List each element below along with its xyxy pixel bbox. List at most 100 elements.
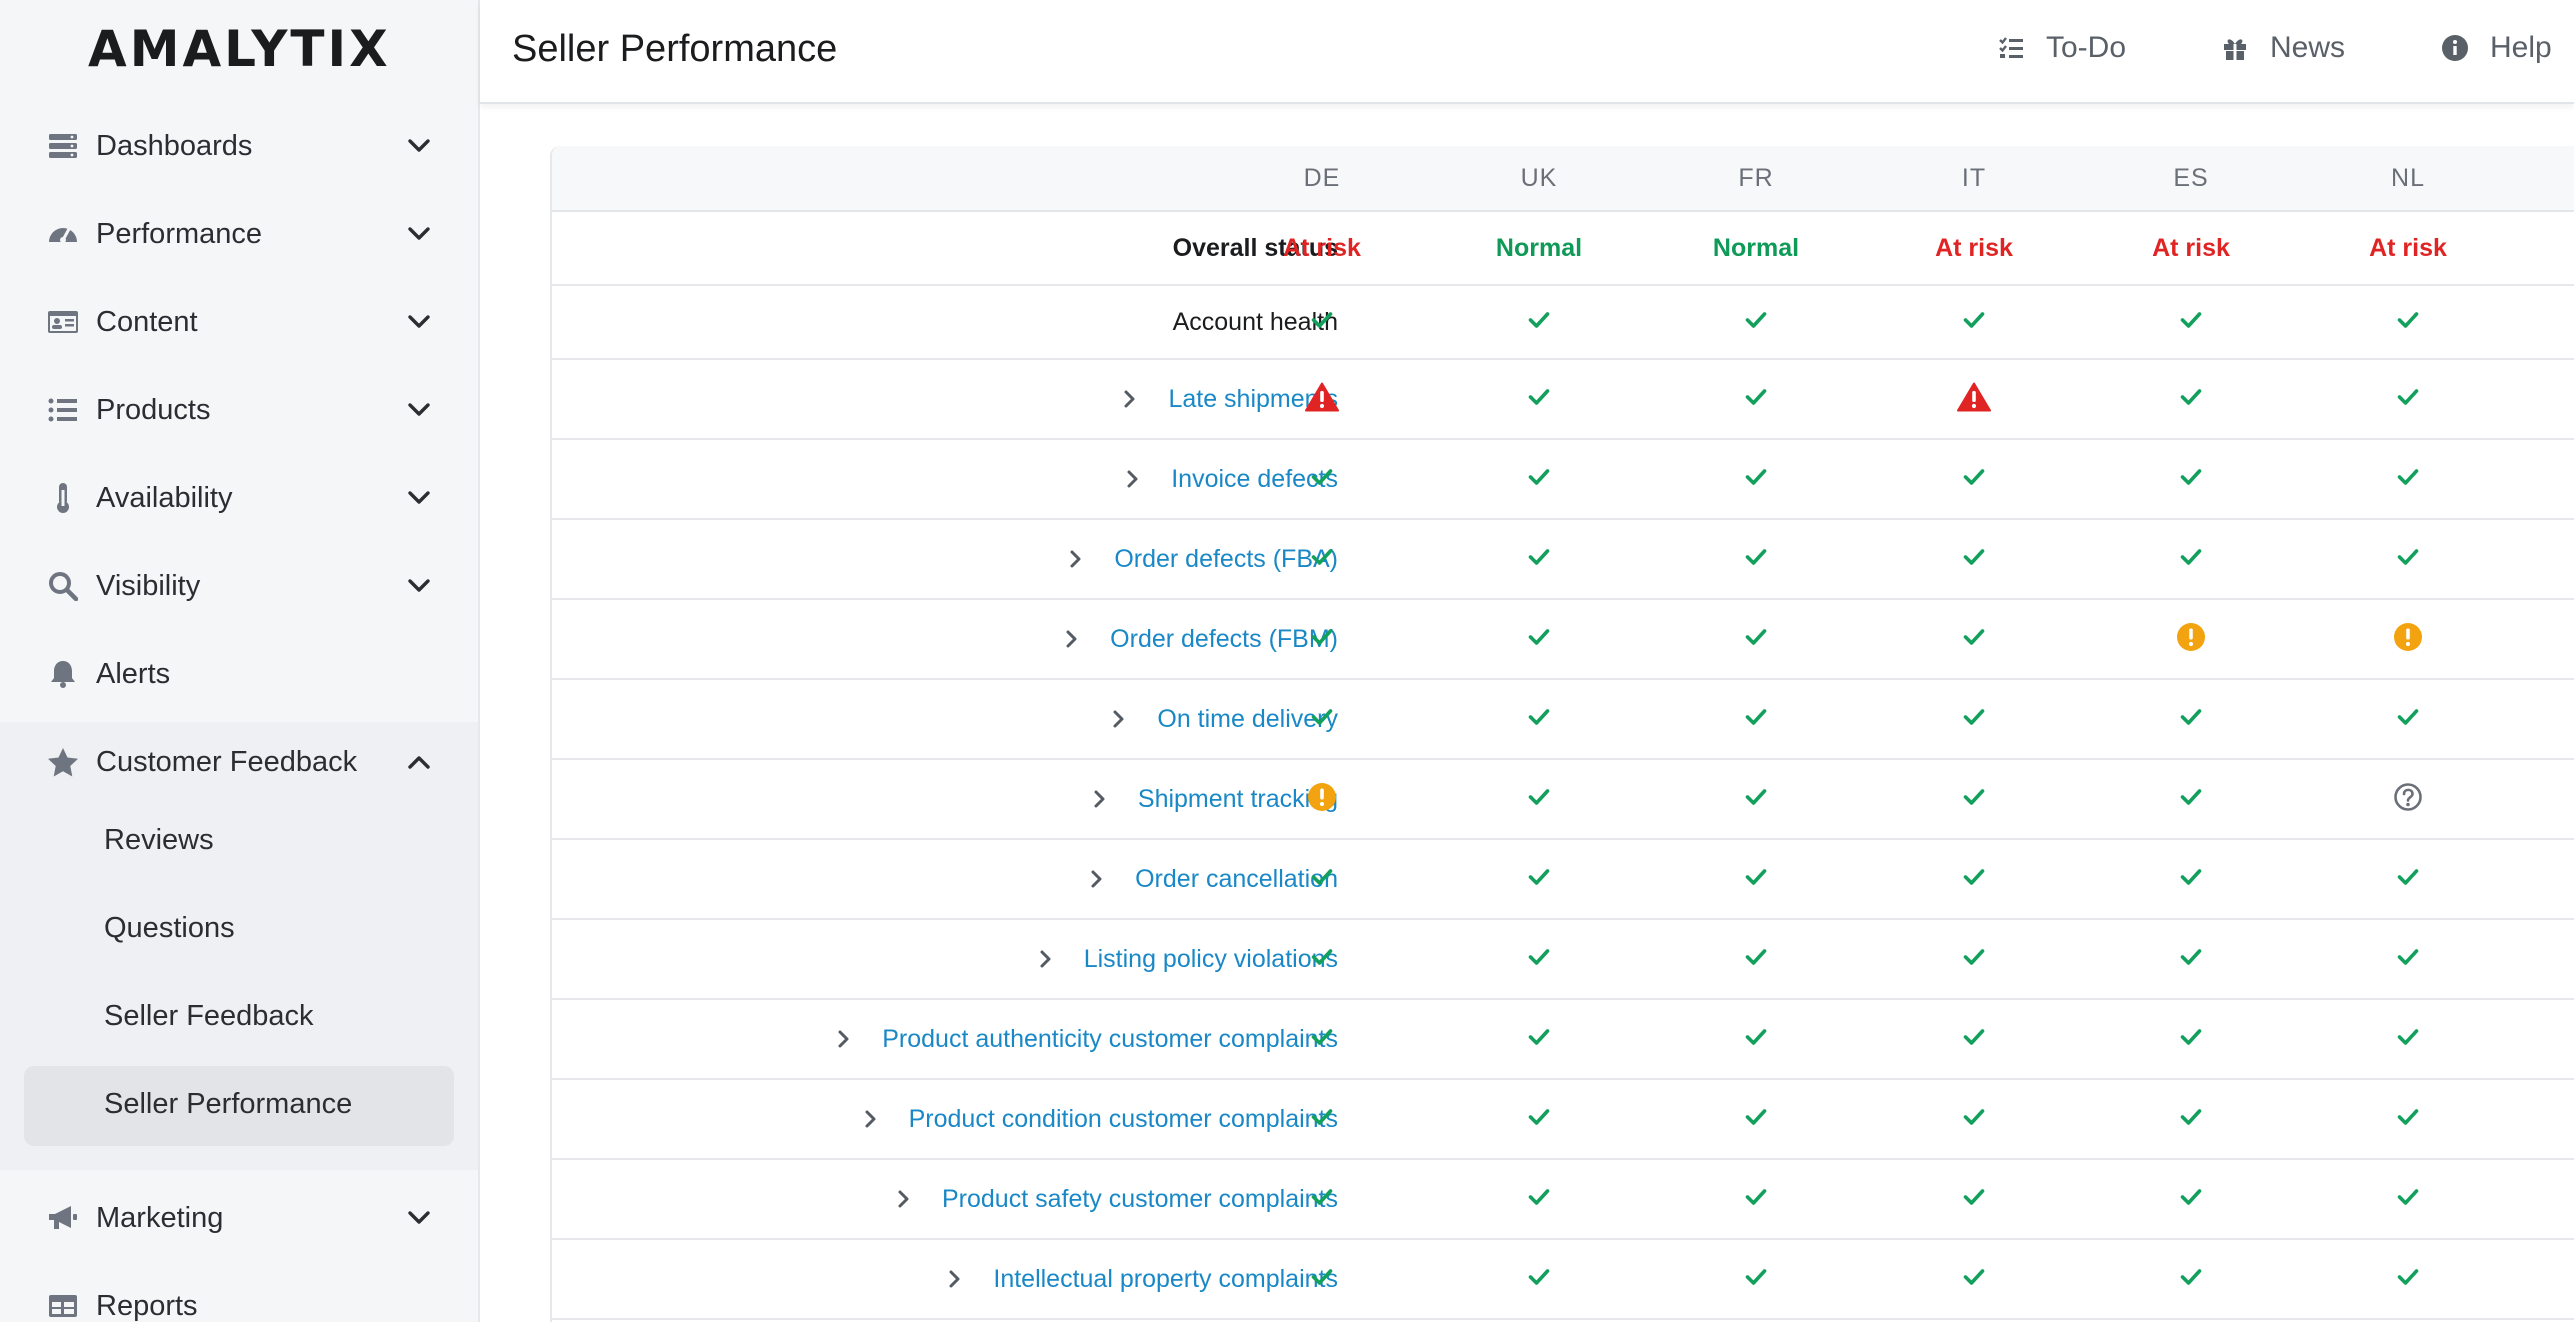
sidebar-subitem-seller-performance[interactable]: Seller Performance — [24, 1066, 454, 1146]
star-icon — [46, 745, 80, 779]
row-label[interactable]: Intellectual property complaints — [945, 1240, 1338, 1318]
row-label[interactable]: Product condition customer complaints — [861, 1080, 1338, 1158]
metric-order-cancellation[interactable]: Order cancellation — [1135, 864, 1338, 893]
chevron-up-icon[interactable] — [402, 745, 436, 779]
status-cell[interactable] — [1242, 760, 1402, 838]
sidebar-item-alerts[interactable]: Alerts — [0, 630, 478, 718]
metric-product-condition-customer-complaints[interactable]: Product condition customer complaints — [908, 1104, 1338, 1133]
metric-invoice-defects[interactable]: Invoice defects — [1171, 464, 1338, 493]
sidebar-item-label: Visibility — [96, 569, 201, 602]
chevron-right-icon[interactable] — [945, 1269, 965, 1289]
sidebar-subitem-reviews[interactable]: Reviews — [24, 802, 454, 882]
sidebar-item-performance[interactable]: Performance — [0, 190, 478, 278]
chevron-right-icon[interactable] — [1066, 549, 1086, 569]
chevron-down-icon[interactable] — [402, 481, 436, 515]
row-label[interactable]: Shipment tracking — [1090, 760, 1338, 838]
chevron-right-icon[interactable] — [1036, 949, 1056, 969]
chevron-down-icon[interactable] — [402, 305, 436, 339]
status-cell[interactable] — [2328, 760, 2488, 838]
sidebar-item-label: Customer Feedback — [96, 745, 358, 778]
chevron-down-icon[interactable] — [402, 569, 436, 603]
chevron-right-icon[interactable] — [834, 1029, 854, 1049]
row-label[interactable]: Invoice defects — [1123, 440, 1338, 518]
chevron-right-icon[interactable] — [1120, 389, 1140, 409]
sidebar-subitem-questions[interactable]: Questions — [24, 890, 454, 970]
check-icon — [1528, 311, 1550, 334]
metric-listing-policy-violations[interactable]: Listing policy violations — [1083, 944, 1338, 973]
table-row: Product condition customer complaints — [552, 1080, 2574, 1160]
status-cell — [2328, 920, 2488, 998]
chevron-right-icon[interactable] — [1062, 629, 1082, 649]
chevron-right-icon[interactable] — [1109, 709, 1129, 729]
help-link[interactable]: Help — [2440, 28, 2552, 68]
info-icon — [2440, 33, 2470, 63]
status-badge: Normal — [1495, 233, 1583, 262]
check-icon — [2180, 708, 2202, 731]
status-cell[interactable] — [1242, 360, 1402, 438]
column-header-es[interactable]: ES — [2173, 164, 2209, 192]
check-icon — [1528, 788, 1550, 811]
sidebar-item-content[interactable]: Content — [0, 278, 478, 366]
check-icon — [2180, 548, 2202, 571]
chevron-down-icon[interactable] — [402, 393, 436, 427]
sidebar-subitem-seller-feedback[interactable]: Seller Feedback — [24, 978, 454, 1058]
column-header-nl[interactable]: NL — [2391, 164, 2425, 192]
check-icon — [1963, 1188, 1985, 1211]
metric-order-defects-fba[interactable]: Order defects (FBA) — [1114, 544, 1338, 573]
status-cell[interactable] — [2328, 600, 2488, 678]
thermometer-icon — [46, 481, 80, 515]
column-header-de[interactable]: DE — [1303, 164, 1341, 192]
news-link[interactable]: News — [2220, 28, 2345, 68]
sidebar-item-dashboards[interactable]: Dashboards — [0, 102, 478, 190]
check-icon — [2180, 1268, 2202, 1291]
status-cell — [1894, 1240, 2054, 1318]
status-cell — [2111, 760, 2271, 838]
sidebar-item-availability[interactable]: Availability — [0, 454, 478, 542]
column-header-fr[interactable]: FR — [1738, 164, 1774, 192]
chevron-right-icon[interactable] — [1090, 789, 1110, 809]
todo-link[interactable]: To-Do — [1996, 28, 2126, 68]
check-icon — [2180, 468, 2202, 491]
metric-account-health: Account health — [1172, 307, 1338, 336]
column-header-uk[interactable]: UK — [1520, 164, 1558, 192]
check-icon — [1311, 628, 1333, 651]
row-label[interactable]: Product authenticity customer complaints — [834, 1000, 1338, 1078]
metric-shipment-tracking[interactable]: Shipment tracking — [1137, 784, 1338, 813]
todo-label: To-Do — [2046, 31, 2127, 64]
sidebar-item-visibility[interactable]: Visibility — [0, 542, 478, 630]
status-cell — [1242, 1160, 1402, 1238]
chevron-down-icon[interactable] — [402, 1201, 436, 1235]
chevron-right-icon[interactable] — [894, 1189, 914, 1209]
sidebar-item-marketing[interactable]: Marketing — [0, 1174, 478, 1262]
row-label[interactable]: Order defects (FBM) — [1062, 600, 1338, 678]
metric-order-defects-fbm[interactable]: Order defects (FBM) — [1110, 624, 1338, 653]
table-row: Intellectual property complaints — [552, 1240, 2574, 1320]
sidebar-item-customer-feedback[interactable]: Customer Feedback — [0, 718, 478, 806]
metric-product-authenticity-customer-complaints[interactable]: Product authenticity customer complaints — [882, 1024, 1338, 1053]
check-icon — [1963, 628, 1985, 651]
metric-intellectual-property-complaints[interactable]: Intellectual property complaints — [993, 1264, 1338, 1293]
chevron-right-icon[interactable] — [1123, 469, 1143, 489]
dashboards-icon — [46, 129, 80, 163]
status-cell[interactable] — [1894, 360, 2054, 438]
column-header-it[interactable]: IT — [1961, 164, 1987, 192]
metric-on-time-delivery[interactable]: On time delivery — [1157, 704, 1338, 733]
sidebar-item-products[interactable]: Products — [0, 366, 478, 454]
row-label[interactable]: On time delivery — [1109, 680, 1338, 758]
chevron-down-icon[interactable] — [402, 129, 436, 163]
status-cell — [1459, 680, 1619, 758]
check-icon — [2180, 1188, 2202, 1211]
status-cell[interactable] — [2111, 600, 2271, 678]
check-icon — [2180, 388, 2202, 411]
row-label[interactable]: Order cancellation — [1087, 840, 1338, 918]
chevron-down-icon[interactable] — [402, 217, 436, 251]
chevron-right-icon[interactable] — [1087, 869, 1107, 889]
sidebar-item-reports[interactable]: Reports — [0, 1262, 478, 1322]
metric-product-safety-customer-complaints[interactable]: Product safety customer complaints — [942, 1184, 1338, 1213]
table-row: Account health — [552, 286, 2574, 360]
row-label[interactable]: Listing policy violations — [1036, 920, 1338, 998]
row-label[interactable]: Product safety customer complaints — [894, 1160, 1338, 1238]
app-logo[interactable]: AMALYTIX — [88, 20, 391, 78]
row-label[interactable]: Order defects (FBA) — [1066, 520, 1338, 598]
chevron-right-icon[interactable] — [861, 1109, 881, 1129]
